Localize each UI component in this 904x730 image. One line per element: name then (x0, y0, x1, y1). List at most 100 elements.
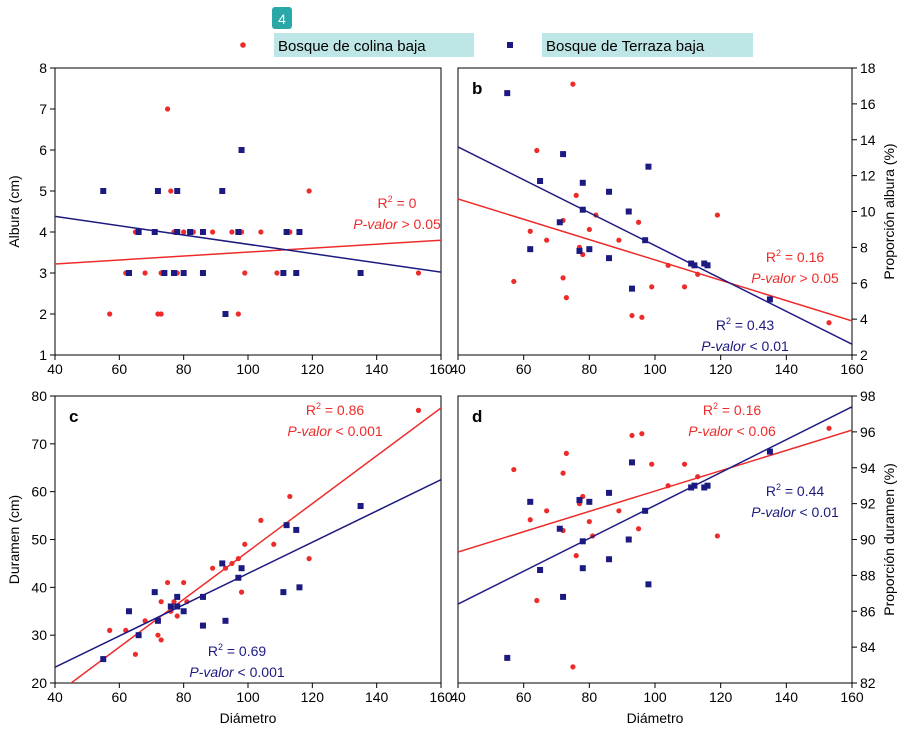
x-tick-label: 40 (47, 689, 63, 705)
y-axis-label: Proporción albura (%) (881, 143, 897, 279)
data-point-circle (616, 237, 622, 243)
data-point-square (560, 151, 567, 158)
r-squared-label: R2 = 0.16 (703, 401, 762, 418)
data-point-square (527, 498, 534, 505)
y-tick-label: 18 (860, 60, 876, 76)
data-point-circle (181, 579, 187, 586)
data-point-circle (573, 553, 579, 559)
data-point-circle (158, 599, 164, 605)
data-point-circle (629, 312, 635, 319)
data-point-circle (695, 474, 701, 480)
data-point-square (576, 247, 583, 254)
trend-line (55, 215, 441, 273)
data-point-circle (586, 518, 592, 525)
data-point-square (527, 246, 534, 253)
data-point-circle (635, 526, 642, 532)
data-point-square (625, 536, 632, 543)
data-point-square (235, 229, 242, 235)
y-tick-label: 8 (39, 60, 47, 76)
y-tick-label: 1 (39, 347, 47, 363)
y-tick-label: 80 (31, 388, 47, 404)
data-point-square (125, 270, 132, 276)
data-point-square (151, 229, 158, 235)
svg-text:4: 4 (278, 11, 286, 27)
x-tick-label: 40 (450, 361, 466, 377)
data-point-circle (306, 556, 312, 562)
data-point-circle (242, 541, 248, 547)
p-value-label: P-valor < 0.01 (701, 338, 789, 354)
trend-line (69, 407, 441, 683)
data-point-circle (527, 517, 533, 523)
data-point-circle (826, 320, 832, 326)
data-point-circle (635, 219, 642, 225)
x-tick-label: 100 (643, 361, 667, 377)
data-point-square (586, 246, 593, 253)
data-point-circle (560, 275, 566, 281)
data-point-square (357, 270, 364, 276)
series-terraza-baja (458, 90, 852, 345)
plot-frame (457, 67, 853, 356)
y-tick-label: 7 (39, 101, 47, 117)
plot-frame (54, 67, 442, 356)
data-point-circle (210, 565, 216, 571)
data-point-square (180, 608, 187, 615)
legend-label-colina: Bosque de colina baja (278, 38, 426, 55)
r-squared-label: R2 = 0.43 (716, 316, 775, 333)
y-tick-label: 14 (860, 132, 876, 148)
x-tick-label: 40 (450, 689, 466, 705)
panel-letter: b (472, 79, 482, 98)
data-point-square (174, 188, 181, 194)
data-point-square (100, 656, 107, 663)
y-tick-label: 70 (31, 436, 47, 452)
data-point-circle (695, 271, 701, 277)
legend-marker-colina (240, 42, 246, 48)
y-tick-label: 4 (860, 311, 868, 327)
data-point-square (283, 229, 290, 235)
y-tick-label: 96 (860, 424, 876, 440)
data-point-circle (511, 278, 517, 285)
data-point-square (199, 593, 206, 600)
data-point-square (645, 163, 652, 170)
r-squared-label: R2 = 0.16 (766, 248, 825, 265)
data-point-circle (544, 237, 550, 243)
data-point-square (187, 229, 194, 235)
data-point-square (135, 229, 142, 235)
data-point-circle (258, 517, 264, 523)
data-point-square (283, 522, 290, 529)
data-point-square (576, 497, 583, 504)
y-tick-label: 90 (860, 532, 876, 548)
legend-label-bg-terraza (542, 33, 753, 57)
x-tick-label: 60 (516, 361, 532, 377)
series-colina-baja (458, 425, 852, 670)
y-tick-label: 98 (860, 388, 876, 404)
x-tick-label: 140 (365, 689, 389, 705)
data-point-circle (534, 147, 540, 154)
data-point-square (167, 603, 174, 610)
data-point-circle (142, 270, 148, 276)
y-tick-label: 4 (39, 224, 47, 240)
data-point-square (766, 296, 773, 303)
r-squared-label: R2 = 0.86 (306, 401, 365, 418)
data-point-square (161, 270, 168, 276)
p-value-label: P-valor < 0.06 (688, 423, 776, 439)
data-point-circle (544, 508, 550, 514)
y-tick-label: 5 (39, 183, 47, 199)
r-squared-label: R2 = 0.69 (208, 642, 267, 659)
data-point-square (135, 632, 142, 639)
trend-line (458, 406, 852, 605)
y-tick-label: 20 (31, 675, 47, 691)
series-colina-baja (55, 106, 441, 317)
data-point-circle (132, 651, 139, 657)
data-point-square (556, 525, 563, 532)
x-tick-label: 160 (429, 689, 453, 705)
plot-frame (457, 395, 853, 684)
x-tick-label: 60 (112, 361, 128, 377)
data-point-square (222, 311, 229, 317)
trend-line (458, 146, 852, 345)
y-tick-label: 8 (860, 239, 868, 255)
data-point-square (629, 285, 636, 292)
data-point-square (579, 179, 586, 186)
data-point-square (556, 219, 563, 226)
